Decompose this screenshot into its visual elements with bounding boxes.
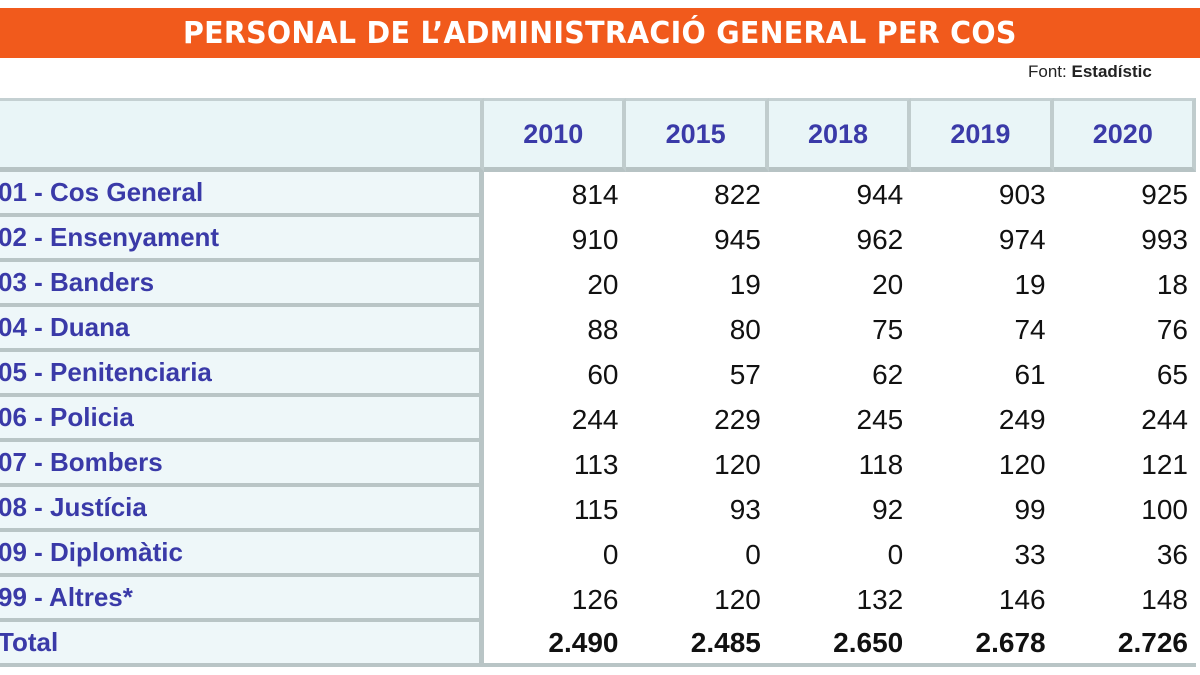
cell-value: 118	[858, 448, 904, 480]
cell-value: 822	[714, 178, 761, 210]
cell-value: 20	[587, 268, 619, 300]
cell-value: 945	[714, 223, 761, 255]
cell-value: 126	[571, 583, 619, 615]
cell-value: 244	[1141, 403, 1188, 435]
row-label: Total	[0, 622, 485, 667]
table-row: 07 - Bombers 113 120 118 120 121	[0, 442, 1196, 487]
cell-value: 60	[587, 358, 619, 390]
column-header: 2010	[484, 98, 627, 172]
cell-value: 2.678	[911, 622, 1054, 667]
table-row: 09 - Diplomàtic 0 0 0 33 36	[0, 532, 1196, 577]
cell-value: 57	[729, 358, 761, 390]
row-label: 05 - Penitenciaria	[0, 352, 485, 397]
cell-value: 19	[1014, 268, 1046, 300]
cell-value: 993	[1141, 223, 1188, 255]
cell-value: 92	[872, 493, 904, 525]
header-corner	[0, 98, 485, 172]
cell-value: 925	[1141, 178, 1188, 210]
cell-value: 65	[1156, 358, 1188, 390]
cell-value: 121	[1141, 448, 1188, 480]
cell-value: 146	[998, 583, 1046, 615]
cell-value: 88	[587, 313, 619, 345]
cell-value: 120	[714, 583, 761, 615]
cell-value: 944	[856, 178, 904, 210]
row-label: 04 - Duana	[0, 307, 485, 352]
row-label: 02 - Ensenyament	[0, 217, 485, 262]
row-label: 99 - Altres*	[0, 577, 485, 622]
cell-value: 93	[729, 493, 761, 525]
row-label: 03 - Banders	[0, 262, 485, 307]
cell-value: 229	[714, 403, 761, 435]
cell-value: 2.650	[768, 622, 912, 667]
row-label: 09 - Diplomàtic	[0, 532, 485, 577]
cell-value: 115	[573, 493, 619, 525]
source-note: Font: Estadístic	[1028, 62, 1152, 82]
cell-value: 2.490	[484, 622, 627, 667]
table-row: 99 - Altres* 126 120 132 146 148	[0, 577, 1196, 622]
column-header: 2020	[1053, 98, 1196, 172]
cell-value: 249	[998, 403, 1046, 435]
cell-value: 120	[714, 448, 761, 480]
cell-value: 18	[1156, 268, 1188, 300]
row-label: 01 - Cos General	[0, 172, 485, 217]
cell-value: 76	[1156, 313, 1188, 345]
cell-value: 2.726	[1053, 622, 1196, 667]
source-value: Estadístic	[1071, 62, 1152, 81]
cell-value: 0	[887, 538, 904, 570]
cell-value: 36	[1156, 538, 1188, 570]
cell-value: 903	[998, 178, 1046, 210]
cell-value: 962	[856, 223, 904, 255]
cell-value: 75	[872, 313, 904, 345]
data-table-wrapper: 2010 2015 2018 2019 2020 01 - Cos Genera…	[0, 98, 1200, 673]
cell-value: 74	[1014, 313, 1046, 345]
cell-value: 910	[571, 223, 619, 255]
cell-value: 100	[1141, 493, 1188, 525]
table-row: 08 - Justícia 115 93 92 99 100	[0, 487, 1196, 532]
cell-value: 0	[602, 538, 619, 570]
cell-value: 33	[1014, 538, 1046, 570]
cell-value: 99	[1014, 493, 1046, 525]
cell-value: 62	[872, 358, 904, 390]
cell-value: 814	[571, 178, 619, 210]
row-label: 06 - Policia	[0, 397, 485, 442]
total-row: Total 2.490 2.485 2.650 2.678 2.726	[0, 622, 1196, 667]
table-row: 01 - Cos General 814 822 944 903 925	[0, 172, 1196, 217]
cell-value: 245	[856, 403, 904, 435]
table-row: 06 - Policia 244 229 245 249 244	[0, 397, 1196, 442]
cell-value: 244	[571, 403, 619, 435]
cell-value: 80	[729, 313, 761, 345]
data-table: 2010 2015 2018 2019 2020 01 - Cos Genera…	[0, 98, 1196, 667]
cell-value: 132	[856, 583, 904, 615]
cell-value: 19	[729, 268, 761, 300]
table-row: 04 - Duana 88 80 75 74 76	[0, 307, 1196, 352]
row-label: 07 - Bombers	[0, 442, 485, 487]
cell-value: 120	[998, 448, 1046, 480]
cell-value: 0	[745, 538, 761, 570]
cell-value: 113	[573, 448, 619, 480]
source-label: Font:	[1028, 62, 1067, 81]
page-title: PERSONAL DE L’ADMINISTRACIÓ GENERAL PER …	[183, 15, 1017, 51]
table-row: 03 - Banders 20 19 20 19 18	[0, 262, 1196, 307]
column-header: 2018	[768, 98, 912, 172]
cell-value: 61	[1014, 358, 1046, 390]
cell-value: 2.485	[626, 622, 769, 667]
table-row: 02 - Ensenyament 910 945 962 974 993	[0, 217, 1196, 262]
cell-value: 148	[1141, 583, 1188, 615]
table-row: 05 - Penitenciaria 60 57 62 61 65	[0, 352, 1196, 397]
cell-value: 20	[872, 268, 904, 300]
cell-value: 974	[998, 223, 1046, 255]
column-header: 2019	[911, 98, 1054, 172]
title-bar: PERSONAL DE L’ADMINISTRACIÓ GENERAL PER …	[0, 8, 1200, 58]
column-header: 2015	[626, 98, 769, 172]
row-label: 08 - Justícia	[0, 487, 485, 532]
header-row: 2010 2015 2018 2019 2020	[0, 98, 1196, 172]
